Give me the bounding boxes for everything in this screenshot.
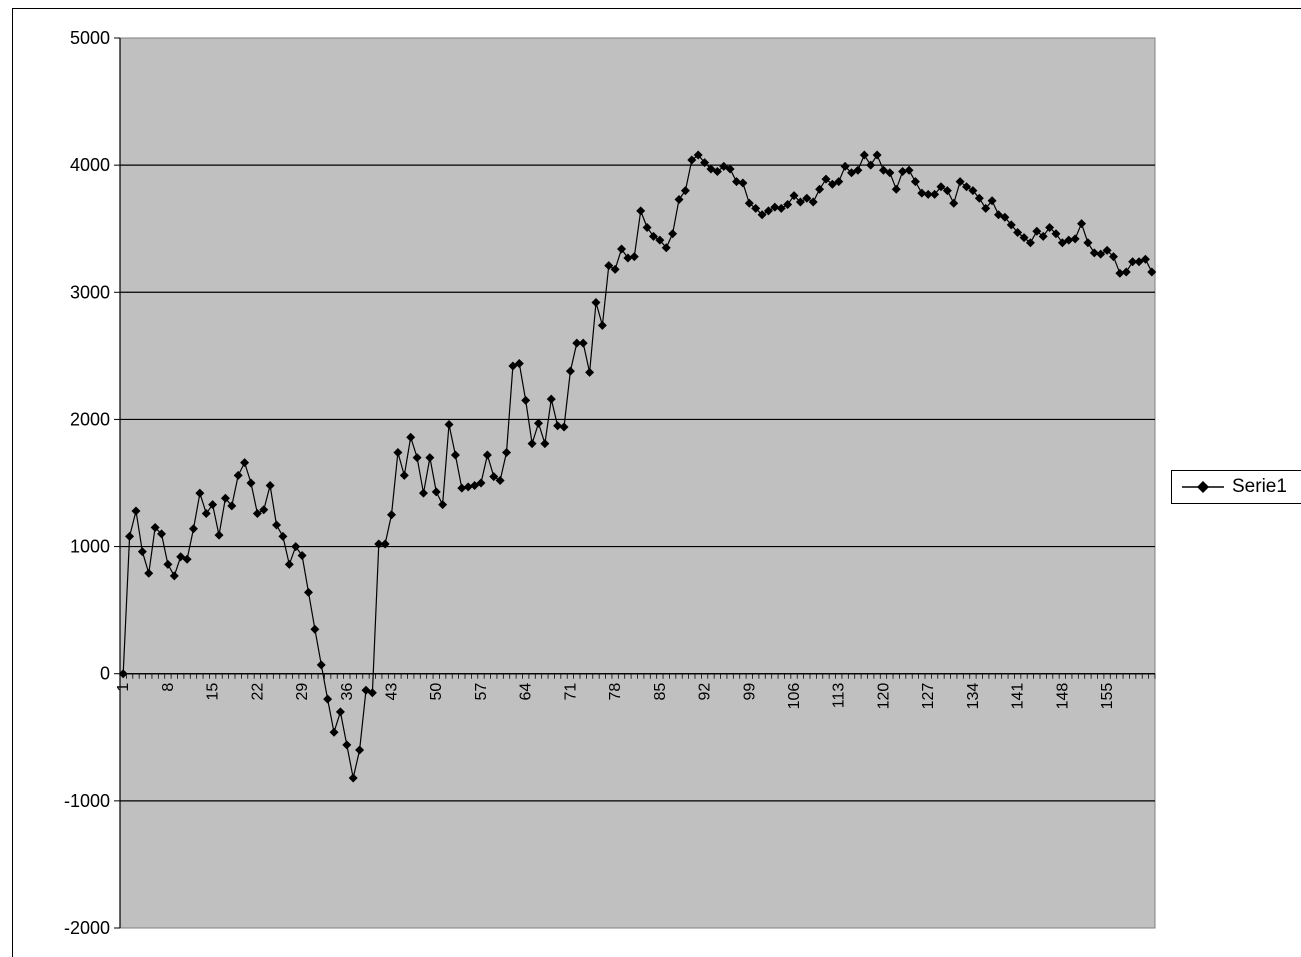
x-tick-label: 113 [831, 683, 848, 709]
y-tick-label: 5000 [70, 28, 110, 48]
x-tick-label: 64 [518, 683, 535, 701]
x-tick-label: 78 [607, 683, 624, 701]
x-tick-label: 22 [249, 683, 266, 701]
y-tick-label: -1000 [64, 791, 110, 811]
x-tick-label: 85 [652, 683, 669, 701]
x-tick-label: 50 [428, 683, 445, 701]
legend: Serie1 [1171, 470, 1301, 504]
x-tick-label: 134 [965, 683, 982, 710]
x-tick-label: 141 [1010, 683, 1027, 710]
y-tick-label: 4000 [70, 155, 110, 175]
x-tick-label: 120 [875, 683, 892, 710]
x-tick-label: 127 [920, 683, 937, 710]
x-tick-label: 36 [339, 683, 356, 701]
x-tick-label: 43 [384, 683, 401, 701]
y-tick-label: 3000 [70, 282, 110, 302]
legend-swatch-icon [1180, 477, 1226, 497]
x-tick-label: 99 [741, 683, 758, 701]
y-tick-label: 0 [100, 664, 110, 684]
y-tick-label: 2000 [70, 409, 110, 429]
x-tick-label: 148 [1054, 683, 1071, 710]
x-tick-label: 92 [697, 683, 714, 701]
x-tick-label: 106 [786, 683, 803, 710]
y-tick-label: -2000 [64, 918, 110, 938]
x-tick-label: 29 [294, 683, 311, 701]
x-tick-label: 57 [473, 683, 490, 701]
legend-label: Serie1 [1232, 476, 1287, 498]
plot-area [120, 38, 1155, 928]
x-tick-label: 71 [562, 683, 579, 701]
x-tick-label: 1 [115, 683, 132, 692]
x-tick-label: 8 [160, 683, 177, 692]
x-tick-label: 155 [1099, 683, 1116, 710]
x-tick-label: 15 [205, 683, 222, 701]
y-tick-label: 1000 [70, 537, 110, 557]
